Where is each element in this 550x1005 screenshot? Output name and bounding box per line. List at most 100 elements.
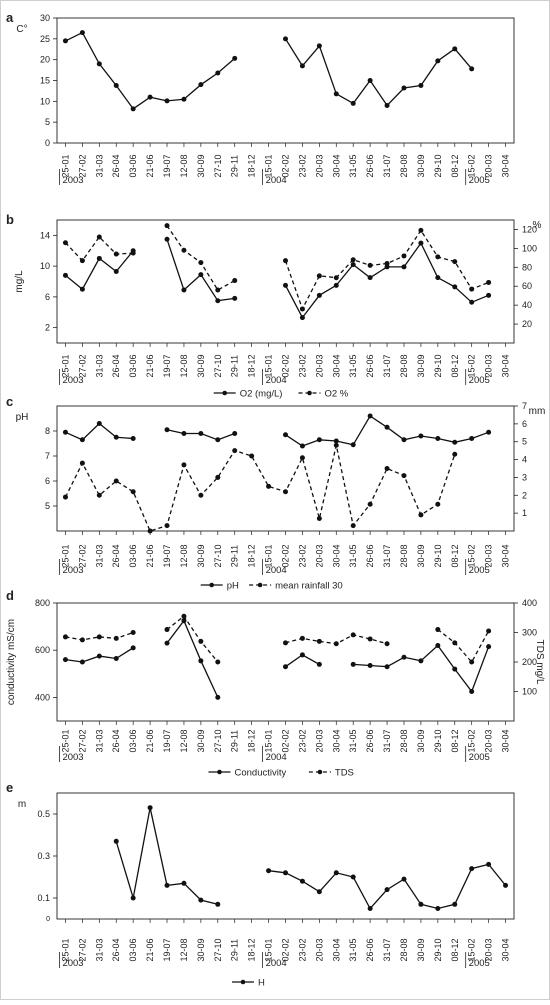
series-line-tds <box>437 628 490 664</box>
y-tick-label: 25 <box>40 34 50 44</box>
data-point <box>164 627 170 633</box>
plot-frame <box>56 602 515 722</box>
data-point <box>215 437 221 443</box>
series-line-o2- <box>284 229 489 311</box>
series-line-tds <box>65 631 134 641</box>
year-label: 2005 <box>469 175 490 186</box>
data-point <box>113 635 119 641</box>
x-tick-label: 29-10 <box>433 729 443 752</box>
data-point <box>215 70 221 76</box>
year-label: 2003 <box>62 958 83 969</box>
y-right-tick-label: 4 <box>522 455 527 465</box>
series-line-h <box>268 863 507 910</box>
data-point <box>198 897 204 903</box>
x-tick-label: 30-09 <box>416 938 426 961</box>
legend-marker <box>257 582 263 588</box>
data-point <box>299 63 305 69</box>
y-right-tick-label: 120 <box>522 224 537 234</box>
x-tick-label: 30-09 <box>416 154 426 177</box>
x-tick-label: 26-06 <box>365 729 375 752</box>
year-label: 2003 <box>62 752 83 763</box>
x-tick-label: 21-06 <box>145 938 155 961</box>
y-axis-label: m <box>18 799 26 810</box>
x-tick-label: 19-07 <box>162 729 172 752</box>
data-point <box>96 634 102 640</box>
x-tick-label: 15-01 <box>264 354 274 377</box>
x-tick-label: 27-10 <box>213 154 223 177</box>
data-point <box>130 436 136 441</box>
data-point <box>232 448 238 454</box>
x-tick-label: 18-12 <box>247 729 257 752</box>
y-tick-label: 5 <box>45 117 50 127</box>
x-tick-label: 23-02 <box>297 729 307 752</box>
series-line-o2-mg-l- <box>284 241 489 319</box>
x-tick-label: 31-03 <box>94 938 104 961</box>
data-point <box>283 870 288 876</box>
data-point <box>215 901 221 907</box>
x-tick-label: 08-12 <box>450 544 460 567</box>
x-tick-label: 30-09 <box>196 729 206 752</box>
x-tick-label: 20-03 <box>314 544 324 567</box>
data-point <box>283 640 288 646</box>
y-right-tick-label: 6 <box>522 419 527 429</box>
x-tick-label: 18-12 <box>247 544 257 567</box>
data-point <box>350 262 356 268</box>
x-tick-label: 21-06 <box>145 729 155 752</box>
year-label: 2005 <box>469 752 490 763</box>
data-point <box>435 275 441 281</box>
data-point <box>435 58 441 64</box>
x-tick-label: 15-02 <box>467 154 477 177</box>
y-tick-label: 10 <box>40 96 50 106</box>
y-tick-label: 8 <box>45 426 50 436</box>
legend-entry: Conductivity <box>235 768 287 779</box>
data-point <box>333 442 339 448</box>
data-point <box>333 282 339 288</box>
data-point <box>164 223 170 229</box>
x-tick-label: 12-08 <box>179 154 189 177</box>
data-point <box>198 492 204 498</box>
x-tick-label: 25-01 <box>60 354 70 377</box>
data-point <box>79 286 85 292</box>
x-tick-label: 28-08 <box>399 354 409 377</box>
data-point <box>418 512 424 518</box>
data-point <box>249 453 255 459</box>
data-point <box>62 657 68 663</box>
data-point <box>181 287 187 293</box>
x-tick-label: 15-02 <box>467 938 477 961</box>
x-tick-label: 02-02 <box>281 729 291 752</box>
x-tick-label: 30-09 <box>416 729 426 752</box>
data-point <box>198 431 204 436</box>
data-point <box>333 438 339 444</box>
year-label: 2003 <box>62 175 83 186</box>
data-point <box>401 473 407 479</box>
data-point <box>350 874 356 880</box>
data-point <box>147 528 153 534</box>
y-right-tick-label: 400 <box>522 598 537 608</box>
y-tick-label: 20 <box>40 55 50 65</box>
data-point <box>266 868 272 874</box>
y-tick-label: 800 <box>35 598 50 608</box>
y-right-tick-label: 100 <box>522 243 537 253</box>
x-tick-label: 20-03 <box>314 729 324 752</box>
legend-entry: O2 % <box>325 389 349 400</box>
data-point <box>452 640 458 646</box>
data-point <box>232 431 238 436</box>
x-tick-label: 30-04 <box>331 938 341 961</box>
year-label: 2003 <box>62 375 83 386</box>
panel-letter: a <box>6 10 14 25</box>
y-right-tick-label: 7 <box>522 401 527 411</box>
data-point <box>62 272 68 278</box>
data-point <box>113 838 119 844</box>
x-tick-label: 25-01 <box>60 154 70 177</box>
x-tick-label: 15-01 <box>264 154 274 177</box>
data-point <box>316 437 322 443</box>
x-tick-label: 18-12 <box>247 354 257 377</box>
x-tick-label: 30-09 <box>196 938 206 961</box>
x-tick-label: 15-02 <box>467 729 477 752</box>
y-right-axis-label: TDS mg/L <box>534 639 545 684</box>
data-point <box>130 645 136 651</box>
x-tick-label: 29-10 <box>433 544 443 567</box>
data-point <box>79 637 85 643</box>
x-tick-label: 15-02 <box>467 544 477 567</box>
